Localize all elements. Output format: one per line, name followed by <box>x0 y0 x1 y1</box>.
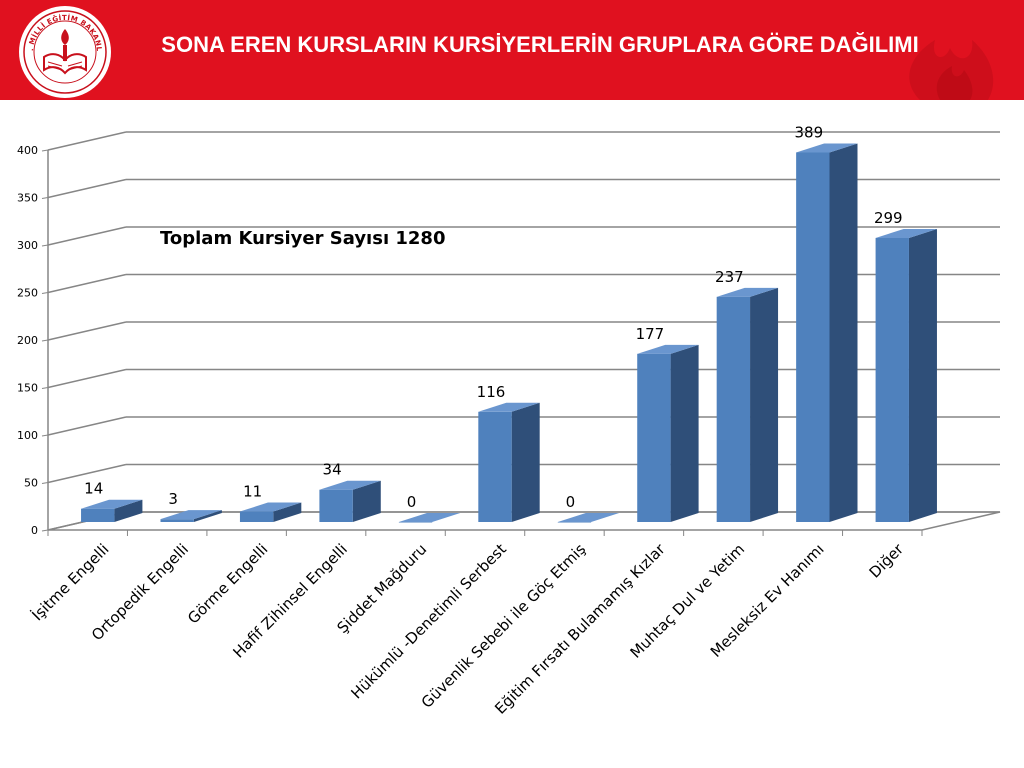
data-label: 14 <box>84 480 103 498</box>
x-axis-label: Diğer <box>866 540 908 582</box>
bar-top <box>716 287 779 297</box>
bar <box>796 143 858 522</box>
bar-top <box>81 499 143 509</box>
x-axis-label: Görme Engelli <box>184 540 271 627</box>
x-axis-label: Güvenlik Sebebi ile Göç Etmiş <box>418 540 590 712</box>
gridline-side <box>47 416 127 436</box>
bar <box>398 513 461 523</box>
gridline-side <box>47 178 127 199</box>
data-label: 3 <box>168 490 178 508</box>
data-label: 237 <box>715 268 744 286</box>
gridline-side <box>47 226 127 246</box>
data-label: 34 <box>323 461 342 479</box>
bar <box>160 510 222 522</box>
bar-front <box>478 411 512 522</box>
bar-top <box>160 510 222 520</box>
bar-front <box>319 489 353 522</box>
bar-side <box>193 510 222 522</box>
bar-front <box>796 152 830 522</box>
bar-top <box>478 402 540 412</box>
y-tick-label: 150 <box>17 382 38 395</box>
y-tick-label: 250 <box>17 287 38 300</box>
bar-front <box>239 511 274 522</box>
bar-front <box>398 522 433 523</box>
gridline-side <box>47 273 127 294</box>
bar-side <box>750 287 779 522</box>
y-tick-mark <box>41 244 49 247</box>
bar-front <box>81 508 115 522</box>
y-tick-mark <box>41 149 49 152</box>
bar <box>239 502 302 522</box>
bar-top <box>239 502 302 512</box>
gridline-side <box>47 368 127 389</box>
bar <box>478 402 540 522</box>
bar <box>716 287 779 522</box>
gridline-side <box>47 321 127 341</box>
data-label: 116 <box>477 383 506 401</box>
y-tick-label: 100 <box>17 429 38 442</box>
y-tick-mark <box>41 434 49 437</box>
bar-front <box>557 522 592 523</box>
bar-front <box>637 353 671 522</box>
data-label: 0 <box>407 493 417 511</box>
data-label: 0 <box>566 493 576 511</box>
y-tick-mark <box>41 482 49 484</box>
x-axis-label: Eğitim Fırsatı Bulamamış Kızlar <box>491 540 669 718</box>
y-tick-label: 200 <box>17 334 38 347</box>
y-tick-mark <box>41 292 49 294</box>
y-tick-mark <box>41 387 49 389</box>
bar-top <box>319 480 381 490</box>
total-annotation: Toplam Kursiyer Sayısı 1280 <box>160 228 445 249</box>
y-tick-mark <box>41 197 49 199</box>
data-label: 11 <box>243 483 262 501</box>
bar-top <box>796 143 858 153</box>
bar-chart: 0 50 100 150 200 250 300 350 400 14 3 11 34 0 116 0 177… <box>17 123 1001 718</box>
page-title: SONA EREN KURSLARIN KURSİYERLERİN GRUPLA… <box>161 32 919 57</box>
data-label: 389 <box>794 123 823 141</box>
y-tick-label: 50 <box>24 477 38 490</box>
bar <box>319 480 381 522</box>
x-axis-label: Hükümlü -Denetimli Serbest <box>347 540 509 702</box>
data-labels: 14 3 11 34 0 116 0 177 237 389 299 <box>84 123 902 511</box>
data-label: 177 <box>636 325 665 343</box>
bar-side <box>908 228 937 522</box>
bar-side <box>511 402 540 522</box>
bar <box>81 499 143 522</box>
flame-watermark-icon <box>909 40 994 100</box>
bar-side <box>670 344 699 522</box>
data-label: 299 <box>874 209 903 227</box>
bar <box>875 228 937 522</box>
header-bar: T.C. MİLLİ EĞİTİM BAKANLIĞI SONA EREN KU… <box>0 0 1024 100</box>
y-tick-label: 300 <box>17 239 38 252</box>
gridline-side <box>47 131 127 151</box>
bar-front <box>716 296 751 522</box>
y-axis-ticks: 0 50 100 150 200 250 300 350 400 <box>17 144 49 537</box>
bar <box>557 513 620 523</box>
y-tick-label: 350 <box>17 192 38 205</box>
bar-side <box>273 502 302 522</box>
bar-front <box>160 519 194 522</box>
bar-front <box>875 237 909 522</box>
gridline-side <box>47 463 127 484</box>
y-tick-mark <box>41 529 49 532</box>
bar-top <box>557 513 620 522</box>
y-tick-label: 400 <box>17 144 38 157</box>
bar-side <box>829 143 858 522</box>
ministry-logo-icon: T.C. MİLLİ EĞİTİM BAKANLIĞI <box>18 5 111 98</box>
chart-bars <box>81 143 937 523</box>
bar-top <box>398 513 461 522</box>
bar <box>637 344 699 522</box>
y-tick-label: 0 <box>31 524 38 537</box>
bar-side <box>352 480 381 522</box>
bar-side <box>114 499 143 522</box>
y-tick-mark <box>41 339 49 342</box>
bar-top <box>875 228 937 238</box>
x-axis-label: İşitme Engelli <box>28 539 113 624</box>
bar-top <box>637 344 699 354</box>
